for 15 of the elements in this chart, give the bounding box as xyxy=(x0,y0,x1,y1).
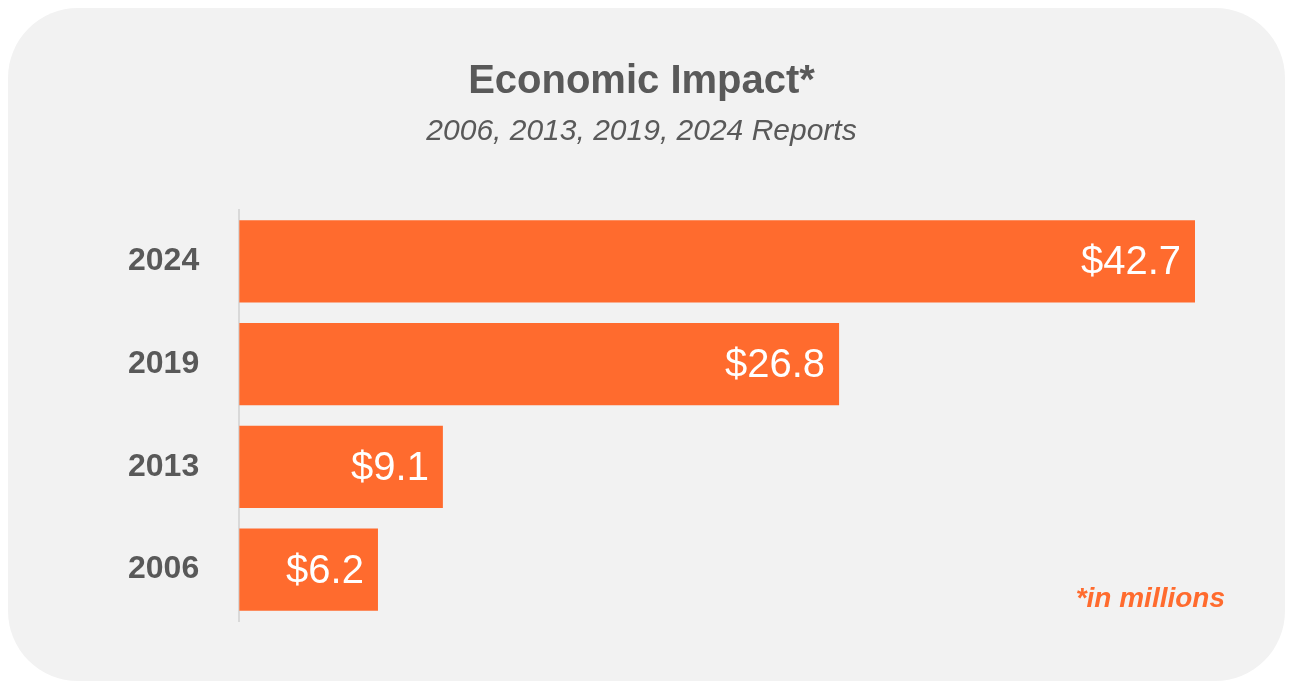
y-tick-label: 2024 xyxy=(128,241,200,278)
y-tick-label: 2006 xyxy=(128,549,200,586)
bar xyxy=(239,323,840,406)
bar xyxy=(239,220,1195,303)
data-label: $26.8 xyxy=(724,341,826,386)
bar xyxy=(239,425,443,508)
chart-title: Economic Impact* xyxy=(468,57,816,102)
y-tick-label: 2013 xyxy=(128,446,200,483)
chart-subtitle: 2006, 2013, 2019, 2024 Reports xyxy=(425,113,857,147)
data-label: $42.7 xyxy=(1080,238,1181,283)
data-label: $6.2 xyxy=(286,546,364,591)
bar xyxy=(239,528,378,611)
data-label: $9.1 xyxy=(351,443,429,488)
annotation: *in millions xyxy=(1075,581,1225,613)
y-tick-label: 2019 xyxy=(128,343,200,380)
